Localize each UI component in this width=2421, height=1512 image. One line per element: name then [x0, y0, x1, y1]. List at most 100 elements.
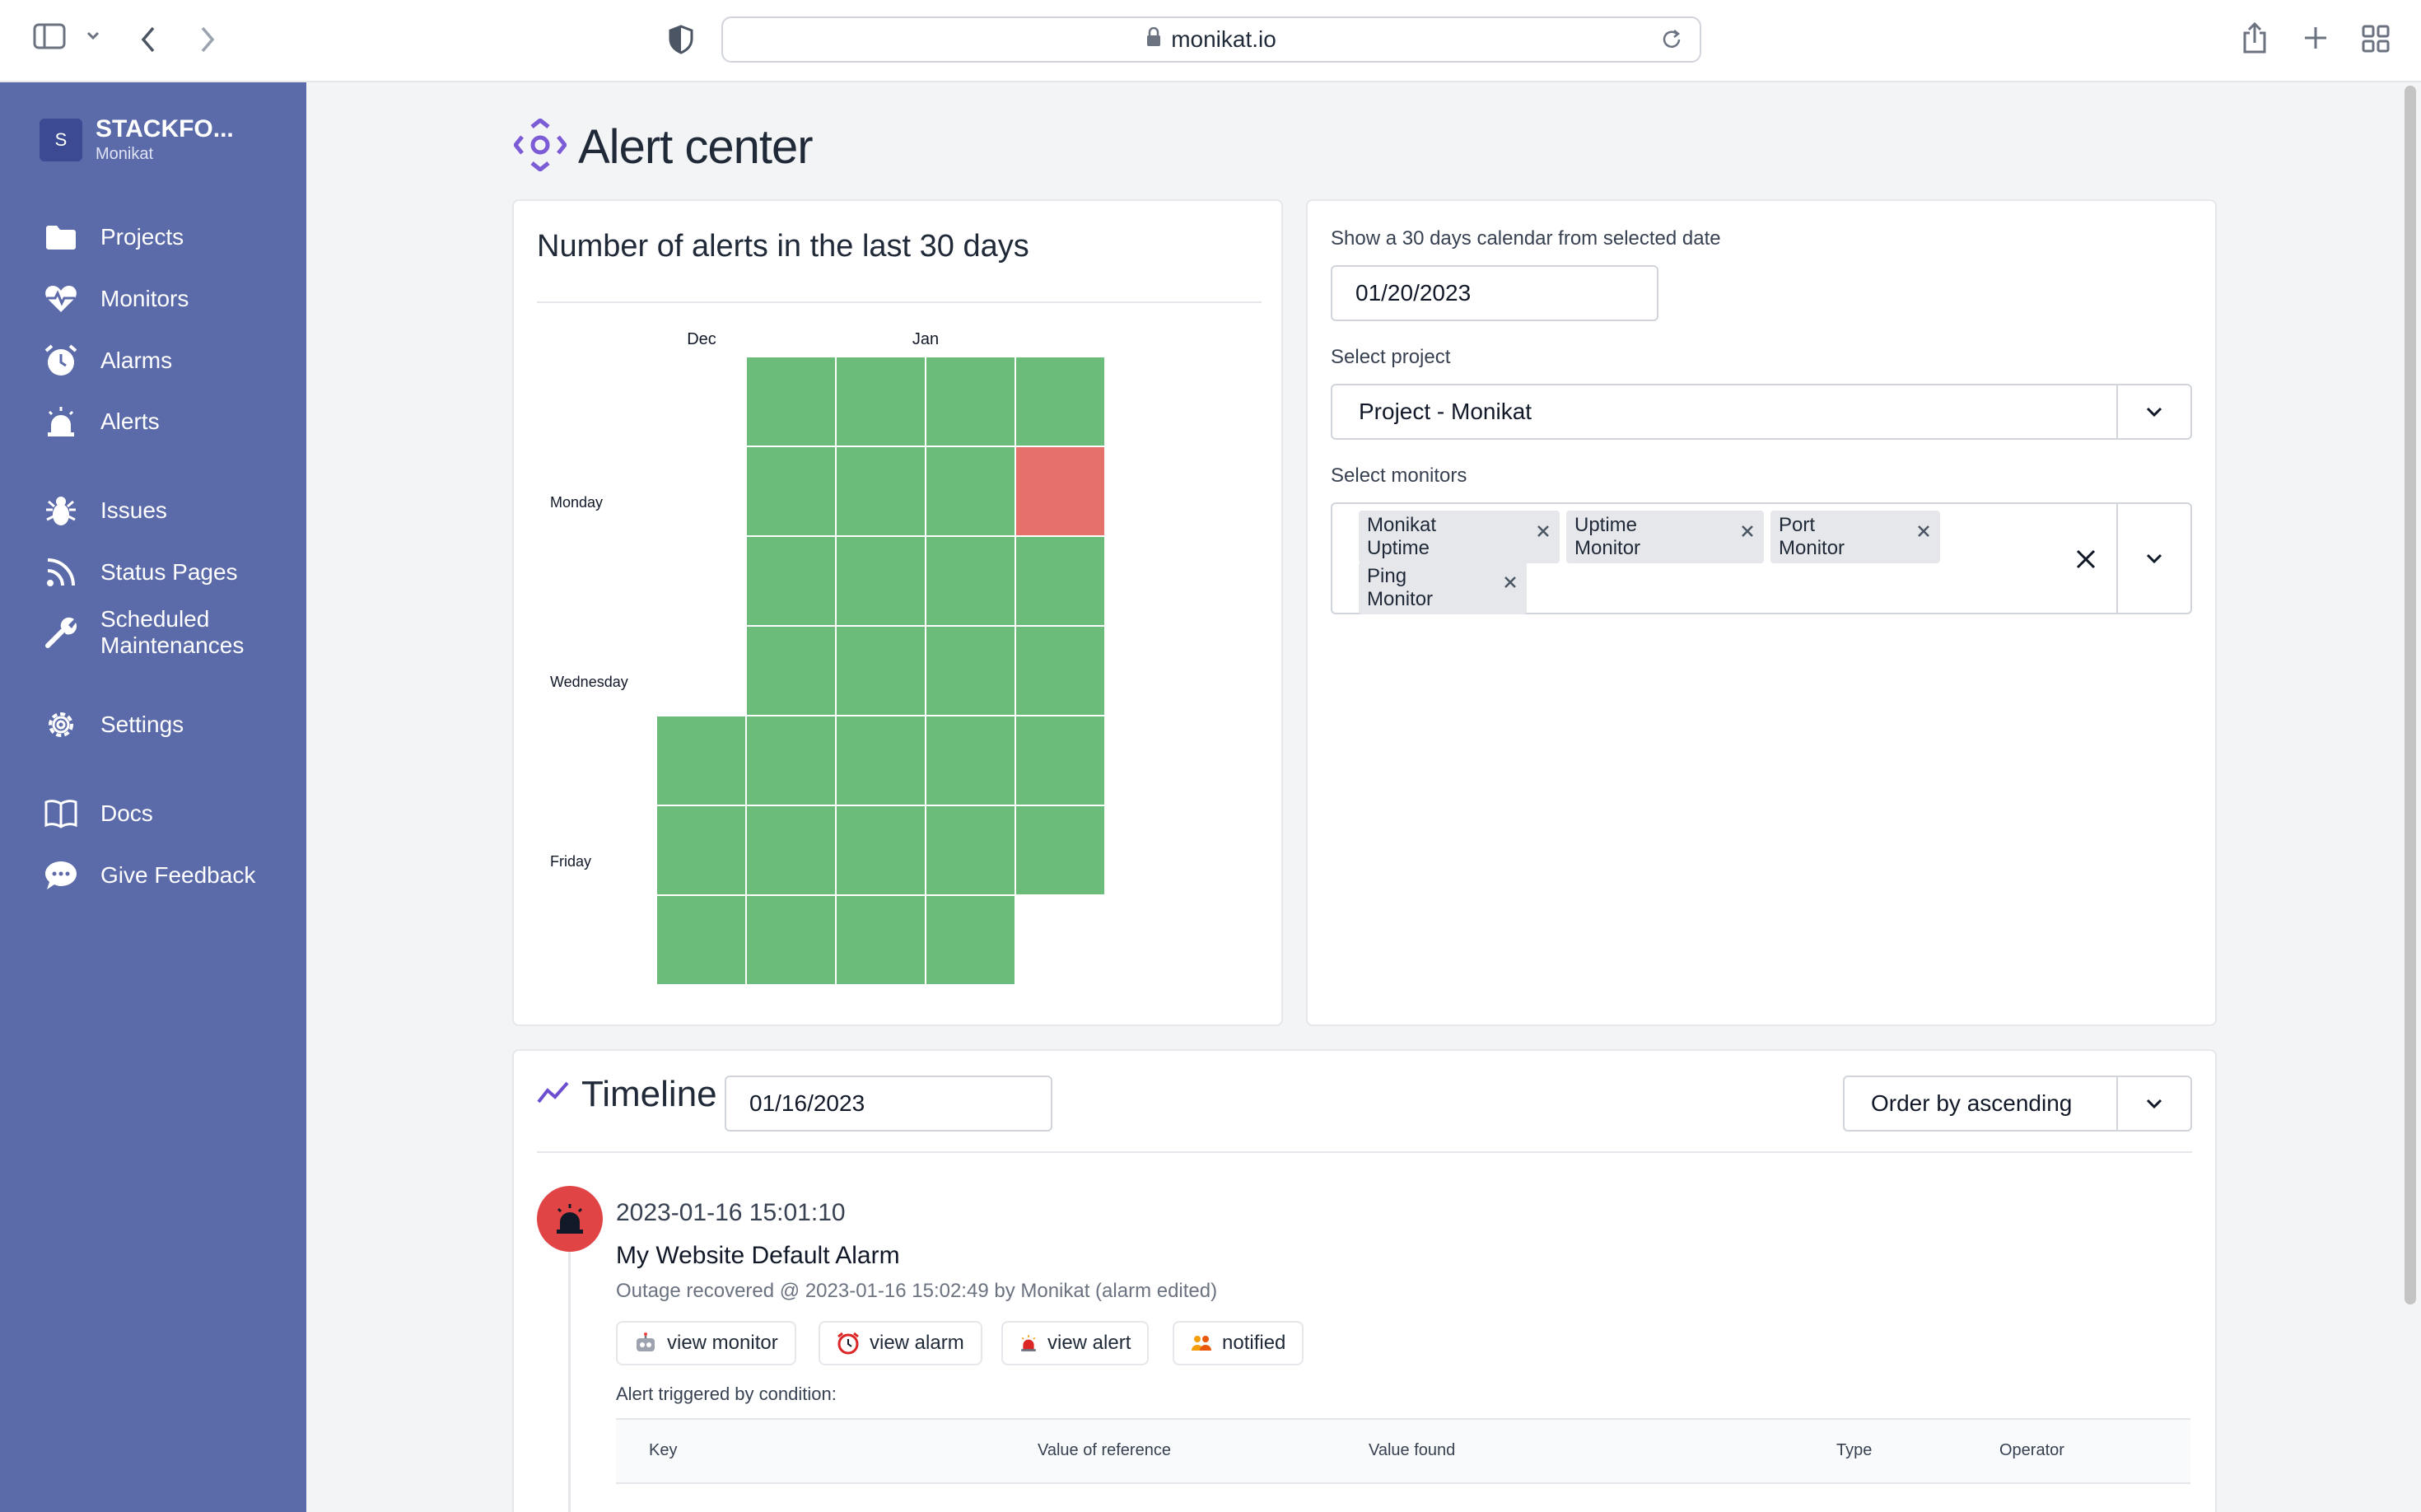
day-label-friday: Friday: [550, 853, 591, 870]
wrench-icon: [43, 614, 79, 651]
heatmap-cell[interactable]: [837, 896, 925, 984]
reload-icon[interactable]: [1660, 28, 1683, 57]
view-monitor-button[interactable]: view monitor: [616, 1321, 796, 1365]
condition-label: Alert triggered by condition:: [616, 1384, 837, 1404]
event-title: My Website Default Alarm: [616, 1242, 900, 1269]
heatmap-cell[interactable]: [837, 627, 925, 715]
sidebar-item-status-pages[interactable]: Status Pages: [43, 554, 238, 590]
remove-chip-icon[interactable]: [1739, 522, 1756, 545]
monitor-chip-label: Uptime Monitor: [1574, 514, 1641, 559]
heatmap-cell[interactable]: [747, 447, 835, 535]
sidebar-toggle-icon[interactable]: [33, 23, 66, 49]
sidebar-item-label: Docs: [100, 800, 153, 826]
column-header-operator: Operator: [1999, 1441, 2064, 1459]
heatmap-cell[interactable]: [747, 537, 835, 625]
heatmap-cell[interactable]: [926, 447, 1015, 535]
view-alarm-button[interactable]: view alarm: [819, 1321, 982, 1365]
chevron-down-icon[interactable]: [2116, 1077, 2190, 1130]
notified-button[interactable]: notified: [1173, 1321, 1304, 1365]
trend-line-icon: [537, 1080, 570, 1109]
order-select[interactable]: Order by ascending: [1843, 1076, 2192, 1132]
remove-chip-icon[interactable]: [1502, 573, 1518, 596]
new-tab-icon[interactable]: [2302, 25, 2329, 51]
heatmap-cell[interactable]: [747, 357, 835, 446]
column-header-key: Key: [649, 1441, 678, 1459]
heatmap-cell[interactable]: [1016, 806, 1104, 894]
heatmap-cell[interactable]: [1016, 447, 1104, 535]
view-alert-button[interactable]: view alert: [1001, 1321, 1150, 1365]
forward-icon[interactable]: [198, 25, 217, 54]
rss-icon: [43, 554, 79, 590]
people-icon: [1191, 1334, 1212, 1352]
sidebar-item-docs[interactable]: Docs: [43, 796, 153, 832]
sidebar-item-give-feedback[interactable]: Give Feedback: [43, 857, 255, 894]
heatmap-cell[interactable]: [1016, 537, 1104, 625]
sidebar-item-settings[interactable]: Settings: [43, 707, 184, 743]
filters-card: Show a 30 days calendar from selected da…: [1306, 199, 2217, 1026]
sidebar-item-issues[interactable]: Issues: [43, 492, 167, 529]
heatmap-cell[interactable]: [657, 806, 745, 894]
heatmap-cell[interactable]: [926, 716, 1015, 805]
heatmap-cell[interactable]: [657, 716, 745, 805]
robot-icon: [634, 1332, 657, 1354]
monitors-multiselect[interactable]: Monikat Uptime Uptime Monitor Port Monit…: [1331, 502, 2192, 614]
org-subtitle: Monikat: [96, 145, 154, 163]
heart-pulse-icon: [43, 281, 79, 317]
event-datetime: 2023-01-16 15:01:10: [616, 1199, 846, 1226]
heatmap-cell[interactable]: [747, 896, 835, 984]
heatmap-cell[interactable]: [837, 447, 925, 535]
sidebar-item-monitors[interactable]: Monitors: [43, 281, 189, 317]
heatmap-cell[interactable]: [926, 357, 1015, 446]
timeline-title: Timeline: [581, 1074, 717, 1114]
heatmap-cell[interactable]: [747, 806, 835, 894]
heatmap-cell[interactable]: [747, 716, 835, 805]
sidebar-item-scheduled-maintenances[interactable]: Scheduled Maintenances: [43, 606, 282, 659]
sidebar-item-alerts[interactable]: Alerts: [43, 404, 160, 440]
sidebar-item-projects[interactable]: Projects: [43, 219, 184, 255]
button-label: view alarm: [870, 1332, 964, 1354]
remove-chip-icon[interactable]: [1915, 522, 1932, 545]
column-header-value-found: Value found: [1369, 1441, 1456, 1459]
timeline-header: Timeline: [537, 1074, 717, 1115]
heatmap-cell[interactable]: [657, 896, 745, 984]
share-icon[interactable]: [2241, 21, 2268, 54]
alert-center-icon: [512, 117, 568, 175]
remove-chip-icon[interactable]: [1535, 522, 1551, 545]
sidebar-item-label: Alerts: [100, 408, 160, 434]
heatmap-cell[interactable]: [926, 896, 1015, 984]
heatmap-cell[interactable]: [926, 806, 1015, 894]
org-name: STACKFO...: [96, 115, 234, 142]
heatmap-cell[interactable]: [837, 357, 925, 446]
calendar-date-input[interactable]: 01/20/2023: [1331, 265, 1658, 321]
alarm-clock-icon: [837, 1332, 860, 1355]
heatmap-cell[interactable]: [1016, 627, 1104, 715]
clear-all-icon[interactable]: [2073, 547, 2098, 576]
chevron-down-icon[interactable]: [86, 30, 100, 41]
heatmap-cell[interactable]: [747, 627, 835, 715]
date-filter-label: Show a 30 days calendar from selected da…: [1331, 227, 1721, 250]
heatmap-cell[interactable]: [1016, 716, 1104, 805]
page-scrollbar[interactable]: [2405, 86, 2416, 1304]
project-select-value: Project - Monikat: [1359, 399, 1532, 424]
privacy-shield-icon[interactable]: [669, 25, 693, 54]
condition-table: Key Value of reference Value found Type …: [616, 1418, 2190, 1484]
address-bar[interactable]: monikat.io: [721, 16, 1701, 63]
sidebar-item-alarms[interactable]: Alarms: [43, 343, 172, 379]
chevron-down-icon[interactable]: [2116, 385, 2190, 438]
day-label-monday: Monday: [550, 494, 603, 511]
lock-icon: [1146, 26, 1161, 53]
heatmap-cell[interactable]: [1016, 357, 1104, 446]
org-switcher[interactable]: S STACKFO... Monikat: [40, 115, 234, 164]
heatmap-cell[interactable]: [926, 627, 1015, 715]
heatmap-cell[interactable]: [837, 716, 925, 805]
heatmap-cell[interactable]: [837, 537, 925, 625]
gear-icon: [43, 707, 79, 743]
timeline-date-input[interactable]: 01/16/2023: [725, 1076, 1052, 1132]
heatmap-cell[interactable]: [926, 537, 1015, 625]
heatmap-cell[interactable]: [837, 806, 925, 894]
project-select[interactable]: Project - Monikat: [1331, 384, 2192, 440]
tab-overview-icon[interactable]: [2362, 25, 2390, 53]
back-icon[interactable]: [138, 25, 158, 54]
chevron-down-icon[interactable]: [2116, 504, 2190, 613]
button-label: view alert: [1047, 1332, 1131, 1354]
